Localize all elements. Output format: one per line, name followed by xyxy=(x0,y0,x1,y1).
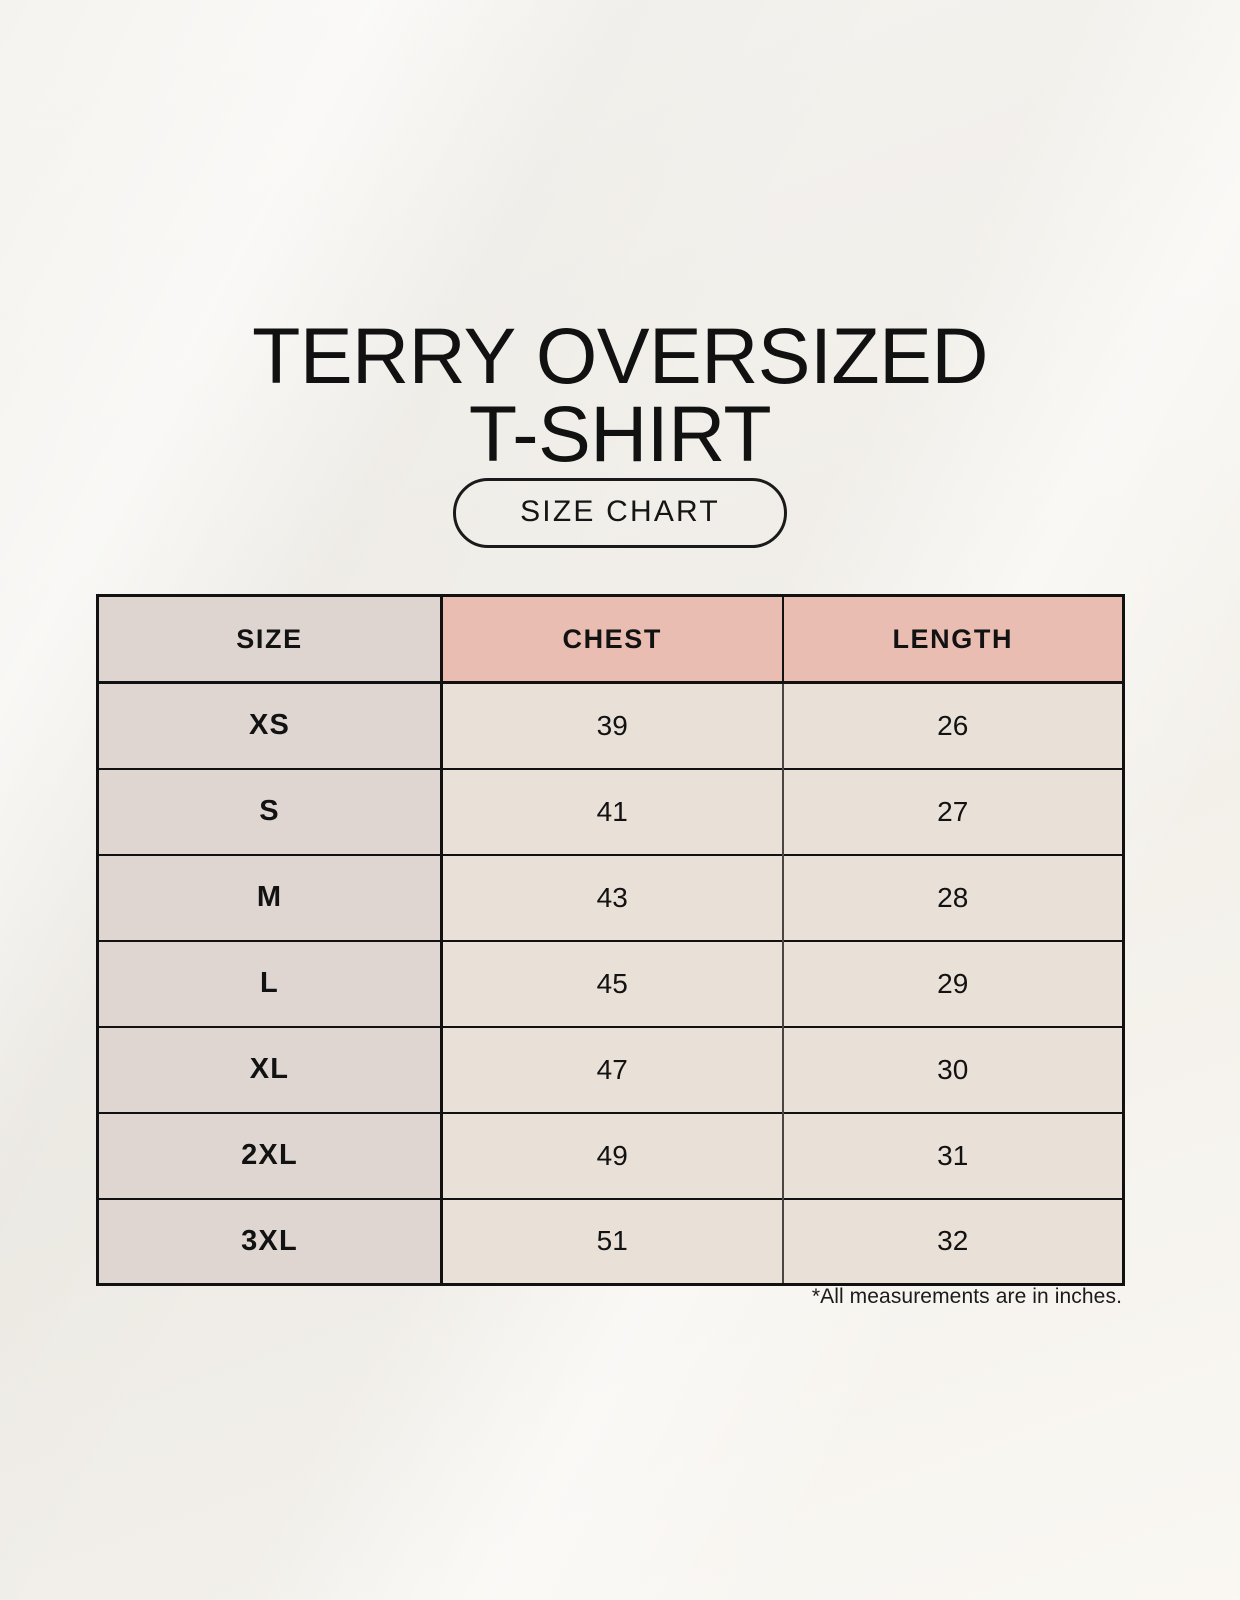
table-row: XS 39 26 xyxy=(97,682,1124,769)
cell-length: 32 xyxy=(782,1197,1124,1285)
cell-length: 31 xyxy=(782,1111,1124,1199)
cell-chest: 43 xyxy=(441,853,784,941)
size-chart-badge-container: SIZE CHART xyxy=(0,478,1240,548)
size-table: SIZE CHEST LENGTH XS 39 26 S 41 27 M xyxy=(96,594,1125,1286)
cell-size: 2XL xyxy=(97,1111,443,1199)
cell-length: 29 xyxy=(782,939,1124,1027)
table-row: 3XL 51 32 xyxy=(97,1197,1124,1285)
cell-chest: 45 xyxy=(441,939,784,1027)
cell-size: 3XL xyxy=(97,1197,443,1285)
size-table-container: SIZE CHEST LENGTH XS 39 26 S 41 27 M xyxy=(96,594,1125,1286)
column-header-size: SIZE xyxy=(97,595,443,684)
table-row: L 45 29 xyxy=(97,939,1124,1027)
cell-size: XS xyxy=(97,682,443,769)
cell-chest: 49 xyxy=(441,1111,784,1199)
page-title: TERRY OVERSIZED T-SHIRT xyxy=(252,310,988,479)
cell-size: XL xyxy=(97,1025,443,1113)
cell-length: 28 xyxy=(782,853,1124,941)
column-header-chest: CHEST xyxy=(441,595,784,684)
cell-length: 27 xyxy=(782,767,1124,855)
cell-size: S xyxy=(97,767,443,855)
table-row: M 43 28 xyxy=(97,853,1124,941)
size-chart-badge: SIZE CHART xyxy=(453,478,787,548)
cell-chest: 51 xyxy=(441,1197,784,1285)
size-table-body: XS 39 26 S 41 27 M 43 28 L 45 29 xyxy=(97,682,1124,1285)
table-row: 2XL 49 31 xyxy=(97,1111,1124,1199)
cell-size: M xyxy=(97,853,443,941)
cell-size: L xyxy=(97,939,443,1027)
table-header-row: SIZE CHEST LENGTH xyxy=(97,595,1124,684)
table-row: S 41 27 xyxy=(97,767,1124,855)
cell-chest: 47 xyxy=(441,1025,784,1113)
cell-chest: 41 xyxy=(441,767,784,855)
measurements-footnote: *All measurements are in inches. xyxy=(811,1285,1122,1308)
table-row: XL 47 30 xyxy=(97,1025,1124,1113)
size-table-header: SIZE CHEST LENGTH xyxy=(97,595,1124,684)
column-header-length: LENGTH xyxy=(782,595,1124,684)
cell-length: 30 xyxy=(782,1025,1124,1113)
cell-length: 26 xyxy=(782,682,1124,769)
cell-chest: 39 xyxy=(441,682,784,769)
